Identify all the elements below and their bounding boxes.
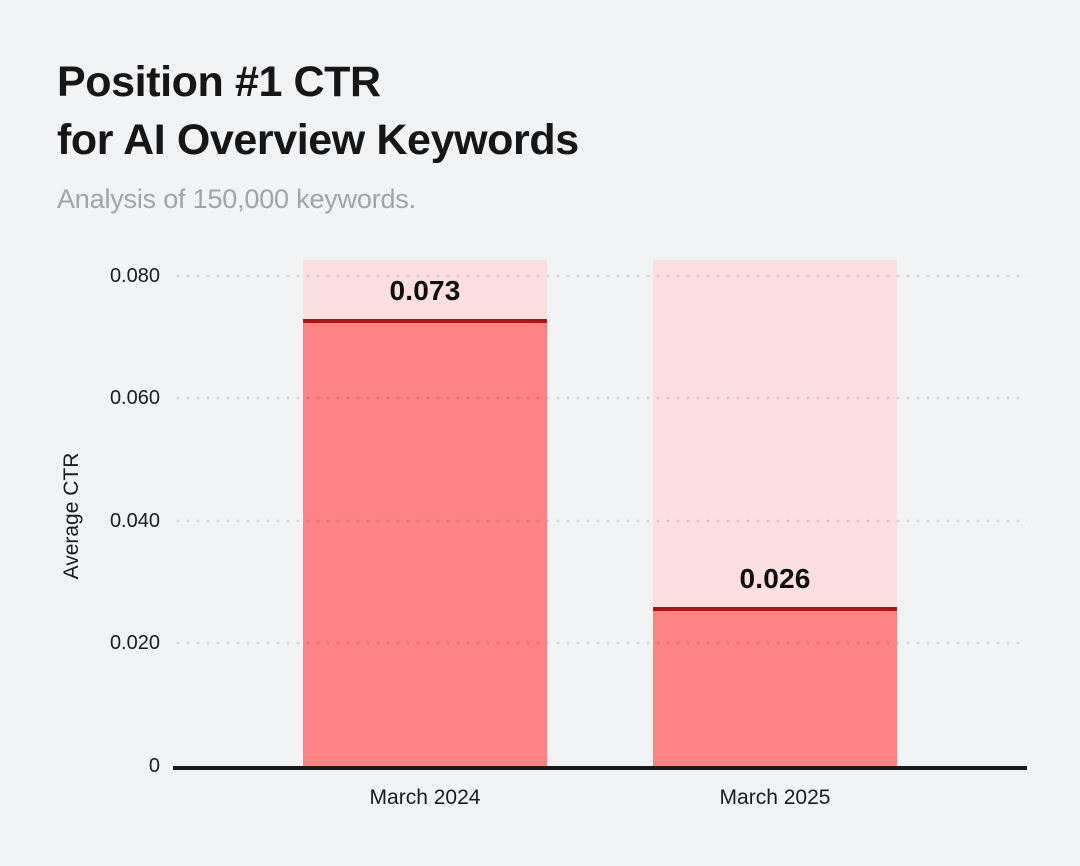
gridline-0.020 — [173, 641, 1027, 646]
x-tick-label: March 2024 — [369, 786, 481, 809]
y-tick-label: 0.060 — [109, 387, 160, 410]
bar-group-march-2025: 0.026 — [653, 260, 897, 766]
bar-value-label: 0.073 — [389, 274, 461, 306]
y-tick-label: 0 — [148, 755, 160, 777]
page-title-line-1: Position #1 CTR — [57, 58, 381, 106]
bar-march-2025 — [653, 606, 897, 766]
y-tick-label: 0.080 — [109, 264, 160, 287]
page-title-line-2: for AI Overview Keywords — [57, 115, 579, 164]
bar-group-march-2024: 0.073 — [303, 260, 547, 766]
y-axis-tick-labels: 0 0.020 0.040 0.060 0.080 — [0, 260, 160, 777]
gridline-0.080 — [173, 273, 1027, 278]
x-tick-label: March 2025 — [719, 786, 831, 809]
gridline-0.060 — [173, 396, 1027, 401]
y-tick-label: 0.020 — [109, 632, 160, 655]
bar-march-2024 — [303, 318, 547, 766]
x-axis-tick-labels: March 2024 March 2025 — [173, 784, 1027, 814]
y-tick-label: 0.040 — [109, 509, 160, 532]
bar-value-label: 0.026 — [739, 562, 811, 594]
plot-area: 0.073 0.026 — [173, 260, 1027, 766]
page-title: Position #1 CTR for AI Overview Keywords — [57, 54, 579, 169]
gridline-0.040 — [173, 518, 1027, 523]
x-axis-line — [173, 766, 1027, 770]
chart-header: Position #1 CTR for AI Overview Keywords — [57, 54, 579, 169]
page-subtitle: Analysis of 150,000 keywords. — [57, 184, 416, 214]
